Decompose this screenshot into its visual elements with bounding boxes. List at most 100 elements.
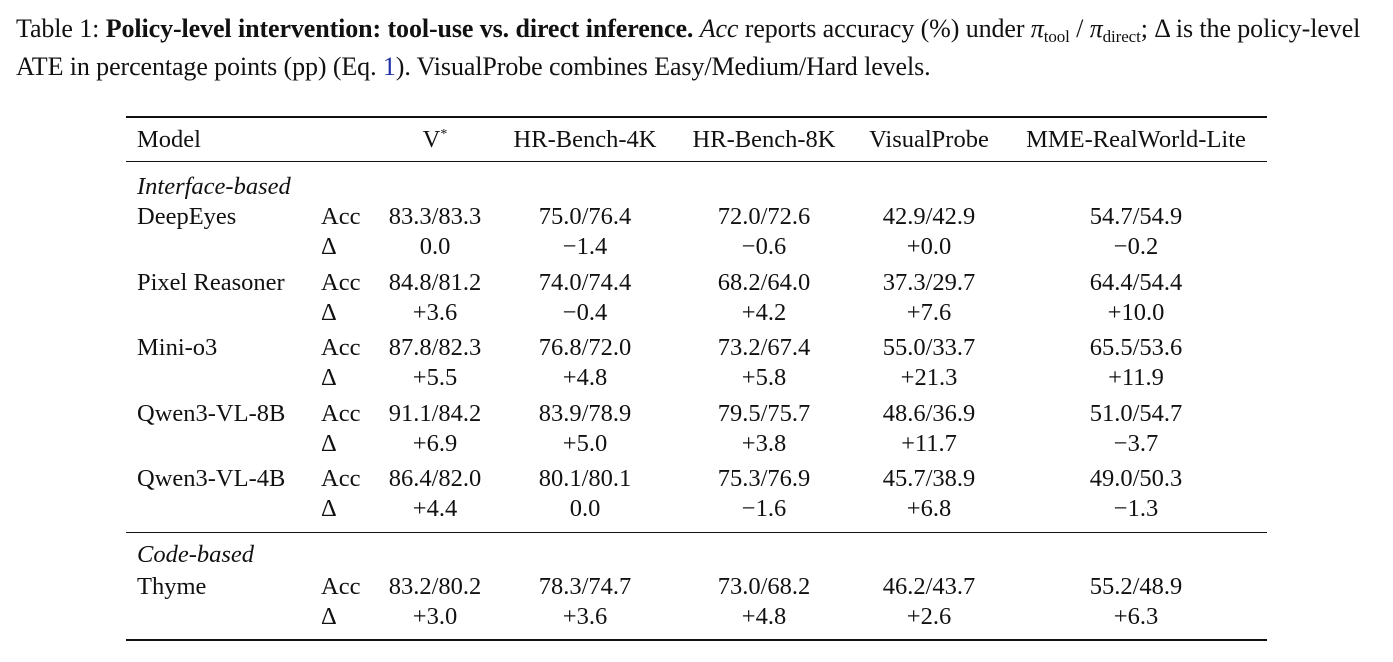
delta-value: +4.8 (741, 603, 787, 630)
acc-value: 75.0/76.4 (538, 203, 632, 230)
delta-value: +3.6 (562, 603, 608, 630)
acc-value: 83.3/83.3 (388, 203, 482, 230)
delta-value: +11.9 (1108, 364, 1164, 391)
header-v: V (422, 126, 441, 153)
acc-value: 78.3/74.7 (538, 573, 632, 600)
delta-value: −1.4 (562, 233, 608, 260)
acc-label: Acc (321, 399, 361, 427)
group-label: Code-based (137, 541, 255, 568)
delta-value: +4.8 (562, 364, 608, 391)
acc-value: 75.3/76.9 (717, 465, 811, 492)
header-hr-bench-4k: HR-Bench-4K (513, 126, 657, 153)
acc-value: 54.7/54.9 (1089, 203, 1183, 230)
caption-sub-direct: direct (1102, 27, 1141, 46)
acc-value: 84.8/81.2 (388, 268, 482, 296)
acc-value: 83.9/78.9 (538, 399, 632, 427)
acc-value: 49.0/50.3 (1089, 465, 1183, 492)
caption-sub-tool: tool (1043, 27, 1070, 46)
delta-value: +6.9 (412, 429, 458, 457)
acc-value: 55.0/33.7 (882, 334, 976, 361)
table-top-rule (126, 116, 1267, 119)
model-name: DeepEyes (137, 203, 237, 230)
acc-value: 83.2/80.2 (388, 573, 482, 600)
delta-value: +0.0 (906, 233, 952, 260)
delta-value: +3.8 (741, 429, 787, 457)
model-name: Thyme (137, 573, 207, 600)
caption-text-3: ). VisualProbe combines Easy/Medium/Hard… (395, 52, 931, 81)
delta-value: −1.6 (741, 495, 787, 522)
acc-value: 87.8/82.3 (388, 334, 482, 361)
acc-value: 74.0/74.4 (538, 268, 632, 296)
delta-value: +3.0 (412, 603, 458, 630)
caption-acc-word: Acc (699, 14, 739, 43)
acc-value: 76.8/72.0 (538, 334, 632, 361)
caption-bold-title: Policy-level intervention: tool-use vs. … (105, 14, 694, 43)
acc-value: 51.0/54.7 (1089, 399, 1183, 427)
delta-value: +11.7 (901, 429, 957, 457)
model-name: Qwen3-VL-8B (137, 399, 286, 427)
delta-value: +4.4 (412, 495, 458, 522)
acc-label: Acc (321, 268, 361, 296)
acc-value: 46.2/43.7 (882, 573, 976, 600)
delta-value: −1.3 (1113, 495, 1159, 522)
model-name: Mini-o3 (137, 334, 218, 361)
acc-label: Acc (321, 203, 361, 230)
caption-label: Table 1: (16, 14, 106, 43)
delta-value: +2.6 (906, 603, 952, 630)
model-name: Qwen3-VL-4B (137, 465, 286, 492)
delta-label: Δ (321, 495, 337, 522)
delta-value: 0.0 (419, 233, 451, 260)
acc-label: Acc (321, 573, 361, 600)
delta-value: −3.7 (1113, 429, 1159, 457)
acc-label: Acc (321, 465, 361, 492)
delta-value: +5.0 (562, 429, 608, 457)
delta-value: +5.5 (412, 364, 458, 391)
delta-value: 0.0 (569, 495, 601, 522)
equation-reference-link[interactable]: 1 (382, 52, 396, 81)
delta-value: −0.6 (741, 233, 787, 260)
caption-pi-direct: π (1089, 14, 1103, 43)
acc-value: 42.9/42.9 (882, 203, 976, 230)
header-visualprobe: VisualProbe (869, 126, 989, 153)
delta-value: +6.3 (1113, 603, 1159, 630)
group-label: Interface-based (137, 173, 291, 200)
acc-value: 72.0/72.6 (717, 203, 811, 230)
header-model: Model (137, 126, 201, 153)
acc-value: 45.7/38.9 (882, 465, 976, 492)
acc-value: 80.1/80.1 (538, 465, 632, 492)
delta-value: +10.0 (1107, 298, 1165, 326)
acc-label: Acc (321, 334, 361, 361)
acc-value: 48.6/36.9 (882, 399, 976, 427)
acc-value: 68.2/64.0 (717, 268, 811, 296)
table-caption: Table 1: Policy-level intervention: tool… (16, 10, 1382, 86)
header-v-superscript: * (440, 127, 448, 142)
delta-value: +7.6 (906, 298, 952, 326)
delta-label: Δ (321, 429, 337, 457)
caption-slash: / (1069, 14, 1090, 43)
delta-value: +5.8 (741, 364, 787, 391)
delta-value: +3.6 (412, 298, 458, 326)
header-hr-bench-8k: HR-Bench-8K (692, 126, 836, 153)
group-separator-rule (126, 532, 1267, 534)
delta-label: Δ (321, 364, 337, 391)
acc-value: 91.1/84.2 (388, 399, 482, 427)
caption-text-1: reports accuracy (%) under (738, 14, 1031, 43)
header-v-star: V* (423, 125, 448, 155)
acc-value: 79.5/75.7 (717, 399, 811, 427)
delta-label: Δ (321, 233, 337, 260)
delta-label: Δ (321, 603, 337, 630)
delta-label: Δ (321, 298, 337, 326)
caption-pi-tool: π (1030, 14, 1044, 43)
acc-value: 55.2/48.9 (1089, 573, 1183, 600)
model-name: Pixel Reasoner (137, 268, 285, 296)
delta-value: +4.2 (741, 298, 787, 326)
caption-text-2: ; Δ is the policy-level ATE in percentag… (16, 14, 1361, 81)
header-mme-realworld-lite: MME-RealWorld-Lite (1026, 126, 1246, 153)
table-bottom-rule (126, 639, 1267, 642)
header-bottom-rule (126, 161, 1267, 163)
delta-value: +6.8 (906, 495, 952, 522)
acc-value: 73.2/67.4 (717, 334, 811, 361)
acc-value: 37.3/29.7 (882, 268, 976, 296)
delta-value: +21.3 (900, 364, 958, 391)
acc-value: 65.5/53.6 (1089, 334, 1183, 361)
